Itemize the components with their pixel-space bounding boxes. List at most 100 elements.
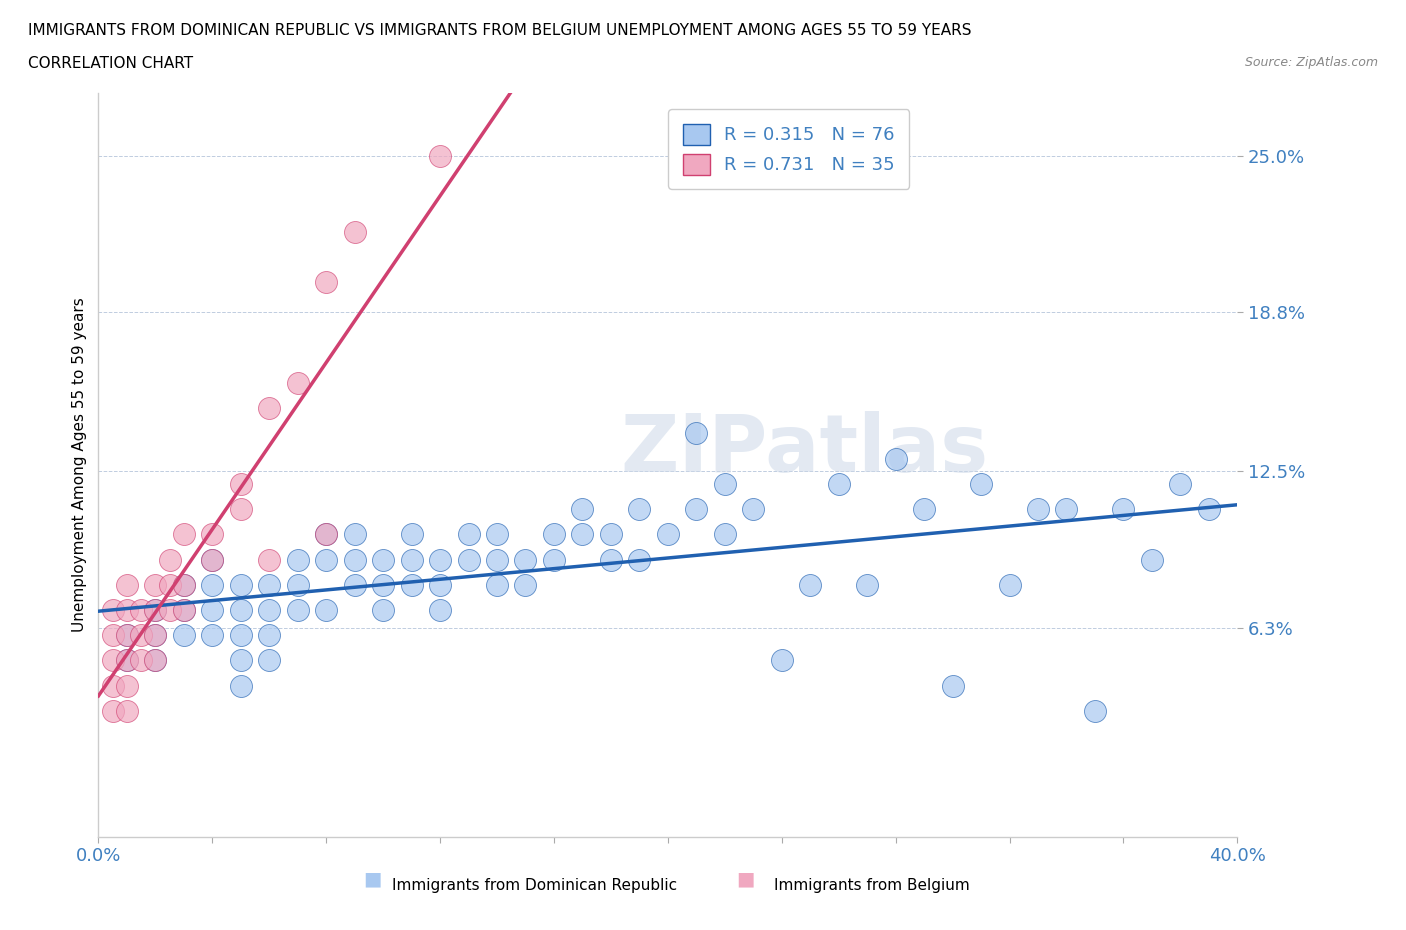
Point bbox=[401, 527, 423, 542]
Point bbox=[571, 501, 593, 516]
Text: Immigrants from Belgium: Immigrants from Belgium bbox=[773, 878, 970, 893]
Point bbox=[884, 451, 907, 466]
Point bbox=[229, 603, 252, 618]
Point bbox=[657, 527, 679, 542]
Point bbox=[1170, 476, 1192, 491]
Point bbox=[129, 628, 152, 643]
Point bbox=[115, 703, 138, 718]
Point bbox=[115, 578, 138, 592]
Point bbox=[1056, 501, 1078, 516]
Point bbox=[145, 578, 167, 592]
Point bbox=[486, 578, 509, 592]
Point bbox=[685, 426, 707, 441]
Point bbox=[343, 224, 366, 239]
Point bbox=[373, 578, 395, 592]
Point bbox=[115, 628, 138, 643]
Point bbox=[799, 578, 821, 592]
Point bbox=[259, 552, 281, 567]
Point bbox=[1084, 703, 1107, 718]
Point bbox=[229, 628, 252, 643]
Point bbox=[229, 653, 252, 668]
Point bbox=[970, 476, 993, 491]
Text: Source: ZipAtlas.com: Source: ZipAtlas.com bbox=[1244, 56, 1378, 69]
Point bbox=[543, 552, 565, 567]
Point bbox=[543, 527, 565, 542]
Point bbox=[173, 603, 195, 618]
Point bbox=[742, 501, 765, 516]
Point bbox=[343, 527, 366, 542]
Point bbox=[159, 552, 181, 567]
Point bbox=[201, 603, 224, 618]
Text: ZIPatlas: ZIPatlas bbox=[620, 411, 988, 489]
Point bbox=[173, 603, 195, 618]
Point bbox=[101, 703, 124, 718]
Point bbox=[315, 552, 337, 567]
Point bbox=[229, 476, 252, 491]
Point bbox=[159, 578, 181, 592]
Point bbox=[1198, 501, 1220, 516]
Point bbox=[115, 653, 138, 668]
Point bbox=[201, 578, 224, 592]
Point bbox=[145, 653, 167, 668]
Point bbox=[373, 603, 395, 618]
Point bbox=[1026, 501, 1049, 516]
Point bbox=[287, 603, 309, 618]
Point bbox=[714, 527, 737, 542]
Point bbox=[259, 603, 281, 618]
Point bbox=[515, 552, 537, 567]
Point bbox=[429, 552, 451, 567]
Point bbox=[343, 578, 366, 592]
Point bbox=[145, 653, 167, 668]
Point bbox=[229, 501, 252, 516]
Point bbox=[628, 552, 651, 567]
Point bbox=[145, 628, 167, 643]
Point bbox=[259, 653, 281, 668]
Point bbox=[315, 274, 337, 289]
Point bbox=[145, 628, 167, 643]
Point bbox=[401, 578, 423, 592]
Text: Immigrants from Dominican Republic: Immigrants from Dominican Republic bbox=[392, 878, 676, 893]
Point bbox=[343, 552, 366, 567]
Point bbox=[628, 501, 651, 516]
Point bbox=[145, 603, 167, 618]
Point bbox=[229, 678, 252, 693]
Point bbox=[942, 678, 965, 693]
Point bbox=[145, 603, 167, 618]
Point bbox=[1140, 552, 1163, 567]
Point bbox=[115, 603, 138, 618]
Point bbox=[429, 578, 451, 592]
Point bbox=[457, 552, 479, 567]
Point bbox=[315, 527, 337, 542]
Point bbox=[600, 552, 623, 567]
Point bbox=[129, 653, 152, 668]
Point bbox=[401, 552, 423, 567]
Point bbox=[714, 476, 737, 491]
Text: IMMIGRANTS FROM DOMINICAN REPUBLIC VS IMMIGRANTS FROM BELGIUM UNEMPLOYMENT AMONG: IMMIGRANTS FROM DOMINICAN REPUBLIC VS IM… bbox=[28, 23, 972, 38]
Point bbox=[115, 678, 138, 693]
Point bbox=[201, 552, 224, 567]
Point bbox=[259, 578, 281, 592]
Point bbox=[856, 578, 879, 592]
Point bbox=[259, 401, 281, 416]
Point bbox=[429, 603, 451, 618]
Point bbox=[173, 578, 195, 592]
Point bbox=[173, 527, 195, 542]
Point bbox=[600, 527, 623, 542]
Point bbox=[998, 578, 1021, 592]
Point bbox=[229, 578, 252, 592]
Point bbox=[515, 578, 537, 592]
Point bbox=[373, 552, 395, 567]
Point bbox=[287, 578, 309, 592]
Point bbox=[101, 653, 124, 668]
Point bbox=[173, 578, 195, 592]
Point bbox=[1112, 501, 1135, 516]
Point bbox=[115, 653, 138, 668]
Text: ■: ■ bbox=[363, 870, 382, 888]
Point bbox=[115, 628, 138, 643]
Point bbox=[287, 552, 309, 567]
Point bbox=[571, 527, 593, 542]
Point bbox=[201, 628, 224, 643]
Point bbox=[429, 149, 451, 164]
Point bbox=[486, 527, 509, 542]
Point bbox=[770, 653, 793, 668]
